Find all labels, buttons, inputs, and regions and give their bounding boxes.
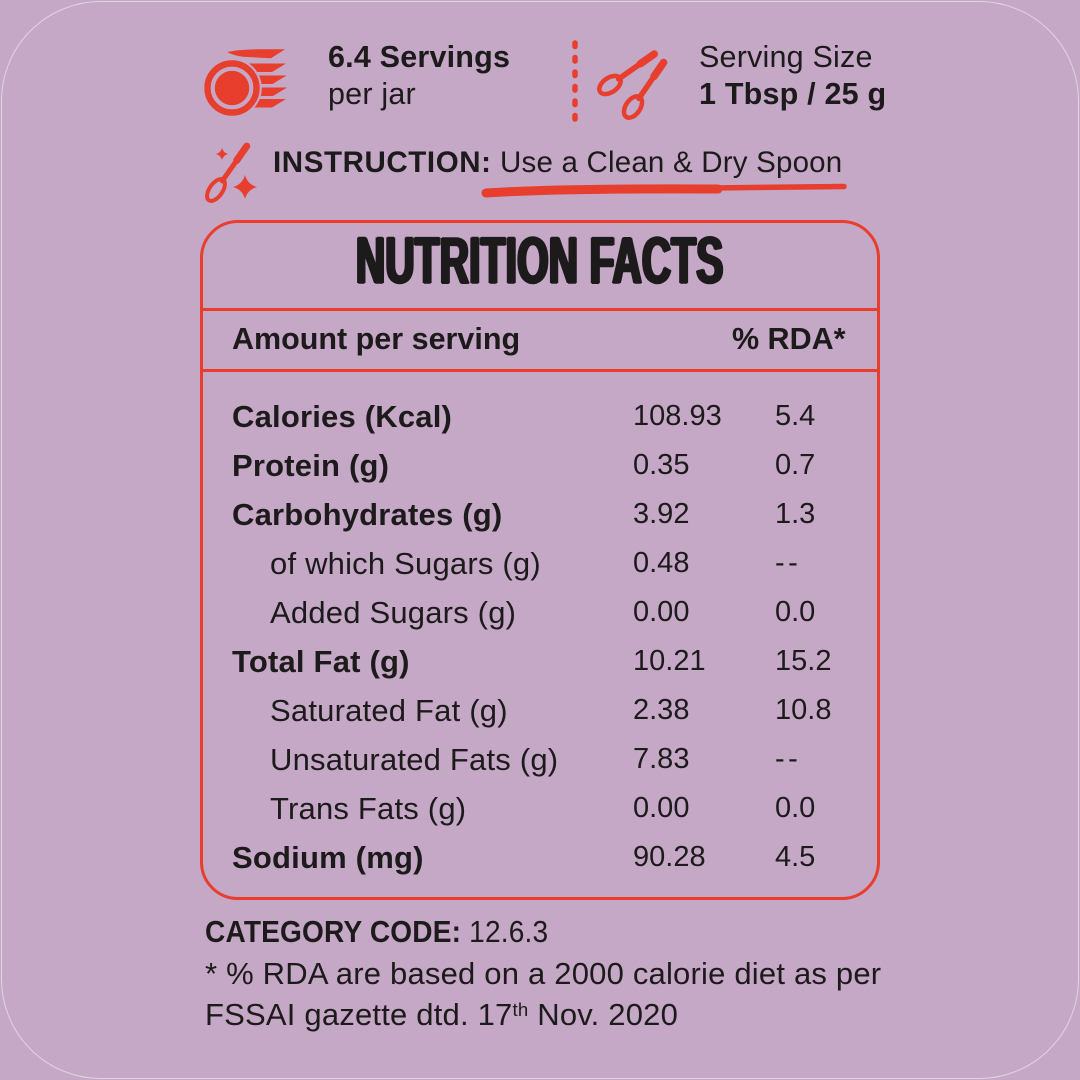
note2-post: Nov. 2020 — [528, 997, 679, 1032]
rule-under-title — [202, 307, 878, 311]
row-value: 108.93 — [633, 400, 722, 432]
row-label: Total Fat (g) — [232, 643, 410, 679]
table-row: Saturated Fat (g) 2.38 10.8 — [203, 686, 877, 735]
col-rda-label: % RDA* — [731, 322, 846, 356]
rda-note-line2: FSSAI gazette dtd. 17th Nov. 2020 — [205, 997, 678, 1033]
serving-size-label: Serving Size — [699, 39, 873, 74]
instruction-underline — [481, 183, 847, 198]
instruction-label: INSTRUCTION: — [273, 145, 492, 179]
category-code-label: CATEGORY CODE: — [205, 915, 462, 949]
servings-unit: per jar — [328, 76, 416, 111]
servings-per-jar: 6.4 Servings per jar — [328, 39, 510, 113]
category-code-value: 12.6.3 — [461, 915, 549, 949]
spoons-icon — [597, 50, 668, 120]
panel-title: NUTRITION FACTS — [356, 222, 724, 298]
row-label: Sodium (mg) — [232, 839, 424, 875]
rda-note-line1: * % RDA are based on a 2000 calorie diet… — [205, 956, 882, 991]
columns-header: Amount per serving % RDA* — [203, 311, 877, 368]
row-value: 0.00 — [633, 596, 690, 628]
row-value: 90.28 — [633, 841, 706, 873]
panel-title-row: NUTRITION FACTS — [203, 218, 877, 302]
row-rda: 15.2 — [775, 645, 832, 677]
servings-count: 6.4 Servings — [328, 39, 511, 74]
table-row: Carbohydrates (g) 3.92 1.3 — [203, 490, 877, 539]
table-row: Unsaturated Fats (g) 7.83 -- — [203, 735, 877, 784]
note2-sup: th — [512, 998, 529, 1020]
row-rda: -- — [775, 547, 802, 579]
coins-stack-icon — [202, 49, 287, 118]
row-rda: 0.0 — [775, 792, 816, 824]
row-value: 2.38 — [633, 694, 690, 726]
col-amount-label: Amount per serving — [232, 322, 521, 356]
row-rda: 4.5 — [775, 841, 816, 873]
row-value: 0.00 — [633, 792, 690, 824]
row-label: Calories (Kcal) — [232, 398, 453, 434]
row-label: Added Sugars (g) — [270, 594, 517, 630]
row-label: Protein (g) — [232, 447, 390, 483]
row-label: Trans Fats (g) — [270, 790, 467, 826]
row-value: 0.48 — [633, 547, 690, 579]
note2-pre: FSSAI gazette dtd. 17 — [205, 997, 513, 1032]
row-label: of which Sugars (g) — [270, 545, 541, 581]
nutrition-rows: Calories (Kcal) 108.93 5.4 Protein (g) 0… — [203, 392, 877, 882]
table-row: of which Sugars (g) 0.48 -- — [203, 539, 877, 588]
row-rda: -- — [775, 743, 802, 775]
nutrition-facts-panel: NUTRITION FACTS Amount per serving % RDA… — [200, 220, 880, 900]
table-row: Calories (Kcal) 108.93 5.4 — [203, 392, 877, 441]
instruction-text: Use a Clean & Dry Spoon — [491, 145, 843, 179]
serving-size: Serving Size 1 Tbsp / 25 g — [699, 39, 886, 113]
table-row: Protein (g) 0.35 0.7 — [203, 441, 877, 490]
table-row: Total Fat (g) 10.21 15.2 — [203, 637, 877, 686]
table-row: Trans Fats (g) 0.00 0.0 — [203, 784, 877, 833]
rule-under-header — [202, 368, 878, 372]
row-value: 0.35 — [633, 449, 690, 481]
category-code-line: CATEGORY CODE: 12.6.3 — [205, 915, 548, 950]
row-rda: 0.0 — [775, 596, 816, 628]
row-value: 10.21 — [633, 645, 706, 677]
spoon-sparkle-icon — [205, 142, 257, 203]
row-label: Saturated Fat (g) — [270, 692, 508, 728]
row-rda: 5.4 — [775, 400, 816, 432]
dashed-divider — [572, 40, 578, 128]
row-label: Carbohydrates (g) — [232, 496, 503, 532]
row-rda: 1.3 — [775, 498, 816, 530]
row-label: Unsaturated Fats (g) — [270, 741, 559, 777]
table-row: Sodium (mg) 90.28 4.5 — [203, 833, 877, 882]
row-value: 7.83 — [633, 743, 690, 775]
instruction-line: INSTRUCTION: Use a Clean & Dry Spoon — [273, 146, 842, 180]
row-rda: 10.8 — [775, 694, 832, 726]
serving-size-value: 1 Tbsp / 25 g — [699, 76, 887, 111]
row-value: 3.92 — [633, 498, 690, 530]
row-rda: 0.7 — [775, 449, 816, 481]
table-row: Added Sugars (g) 0.00 0.0 — [203, 588, 877, 637]
